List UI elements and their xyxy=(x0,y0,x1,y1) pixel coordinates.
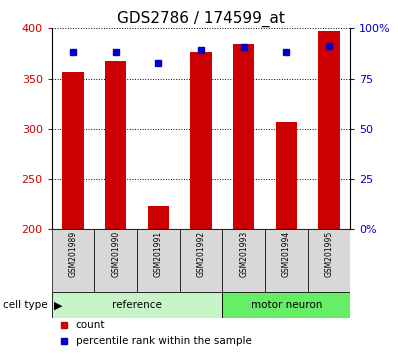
Bar xyxy=(275,122,297,229)
Text: motor neuron: motor neuron xyxy=(251,300,322,310)
Bar xyxy=(222,292,350,318)
Bar xyxy=(94,229,137,292)
Bar xyxy=(222,229,265,292)
Text: GSM201989: GSM201989 xyxy=(68,231,78,277)
Bar xyxy=(52,292,222,318)
Bar xyxy=(62,72,84,229)
Text: GSM201991: GSM201991 xyxy=(154,231,163,277)
Bar xyxy=(308,229,350,292)
Text: GSM201993: GSM201993 xyxy=(239,231,248,278)
Text: GSM201995: GSM201995 xyxy=(324,231,334,278)
Bar xyxy=(233,44,254,229)
Bar xyxy=(179,229,222,292)
Text: percentile rank within the sample: percentile rank within the sample xyxy=(76,336,252,346)
Bar xyxy=(318,32,339,229)
Bar xyxy=(265,229,308,292)
Bar xyxy=(52,229,94,292)
Text: ▶: ▶ xyxy=(54,300,62,310)
Bar xyxy=(137,229,179,292)
Text: GSM201990: GSM201990 xyxy=(111,231,120,278)
Text: GSM201992: GSM201992 xyxy=(197,231,205,277)
Text: reference: reference xyxy=(112,300,162,310)
Text: count: count xyxy=(76,320,105,330)
Title: GDS2786 / 174599_at: GDS2786 / 174599_at xyxy=(117,11,285,27)
Text: cell type: cell type xyxy=(3,300,48,310)
Bar xyxy=(190,52,212,229)
Text: GSM201994: GSM201994 xyxy=(282,231,291,278)
Bar xyxy=(105,62,127,229)
Bar xyxy=(148,206,169,229)
